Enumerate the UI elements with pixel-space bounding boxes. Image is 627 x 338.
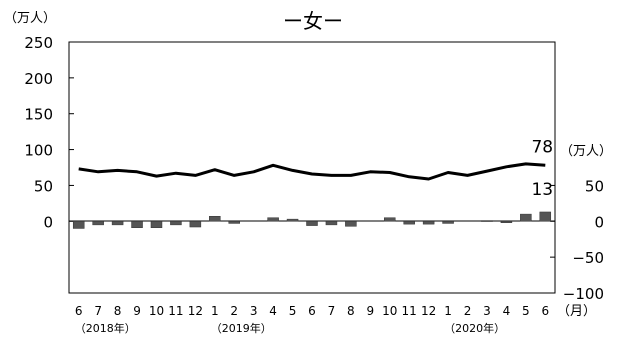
bar [422,221,435,225]
x-tick-label: 11 [168,304,183,318]
x-axis-unit: （月） [557,304,596,319]
bar [92,221,104,226]
x-tick-label: 1 [211,304,219,318]
x-tick-label: 10 [149,304,164,318]
x-tick-label: 3 [250,304,258,318]
line-series [78,162,546,181]
bar [500,221,513,223]
x-tick-label: 7 [94,304,102,318]
line-series-path [78,162,546,181]
left-tick-label: 250 [24,34,53,52]
data-label: 13 [531,180,553,200]
bar [345,221,357,227]
right-axis-ticks: −100 −50 0 50 [550,177,604,303]
left-tick-label: 100 [24,142,53,160]
x-tick-label: 9 [366,304,374,318]
x-tick-label: 6 [308,304,316,318]
bar [72,221,85,229]
bar [403,221,415,225]
bar [170,221,182,226]
x-tick-label: 7 [328,304,336,318]
year-label: （2019年） [211,321,272,335]
x-tick-label: 11 [402,304,417,318]
bar [209,216,221,222]
bar [286,218,299,222]
x-tick-label: 2 [230,304,238,318]
left-axis-unit: （万人） [4,11,56,26]
x-tick-label: 8 [114,304,122,318]
year-label: （2018年） [75,321,136,335]
right-tick-label: −100 [563,285,604,303]
x-tick-label: 4 [503,304,511,318]
bar [150,221,163,228]
right-axis-unit: （万人） [560,144,612,159]
bar-series [72,211,552,229]
right-tick-label: 50 [585,177,604,195]
x-tick-label: 5 [289,304,297,318]
bar [306,221,318,226]
x-tick-label: 12 [188,304,203,318]
bar [481,220,493,222]
x-tick-label: 3 [483,304,491,318]
x-tick-label: 12 [421,304,436,318]
bar [189,221,202,228]
x-tick-label: 4 [269,304,277,318]
x-tick-label: 5 [522,304,530,318]
left-tick-label: 200 [24,70,53,88]
left-tick-label: 0 [43,213,53,231]
data-label: 78 [531,137,553,157]
left-tick-label: 50 [34,177,53,195]
bar [539,211,552,222]
bar [442,221,454,224]
bar [520,213,532,222]
data-labels: 78 13 [531,137,553,200]
bar [384,217,396,222]
x-tick-label: 6 [541,304,549,318]
bar [131,221,143,228]
bar [267,217,279,222]
x-axis-labels: 6 7 8 9 10 11 12 1 2 3 4 5 6 7 8 9 10 11 12 1 2 3 4 5 6（2018年） （2… [75,304,549,335]
left-tick-label: 150 [24,106,53,124]
bar [325,221,338,226]
right-tick-label: −50 [572,249,604,267]
x-tick-label: 10 [382,304,397,318]
left-axis-ticks: 0 50 100 150 200 250 [24,34,74,231]
x-tick-label: 8 [347,304,355,318]
x-tick-label: 2 [464,304,472,318]
chart-title: ー女ー [283,9,343,33]
x-tick-label: 1 [444,304,452,318]
x-tick-label: 6 [75,304,83,318]
x-tick-label: 9 [133,304,141,318]
right-tick-label: 0 [594,213,604,231]
plot-frame [68,41,556,294]
bar [111,221,124,226]
bar [228,221,240,224]
year-label: （2020年） [444,321,505,335]
